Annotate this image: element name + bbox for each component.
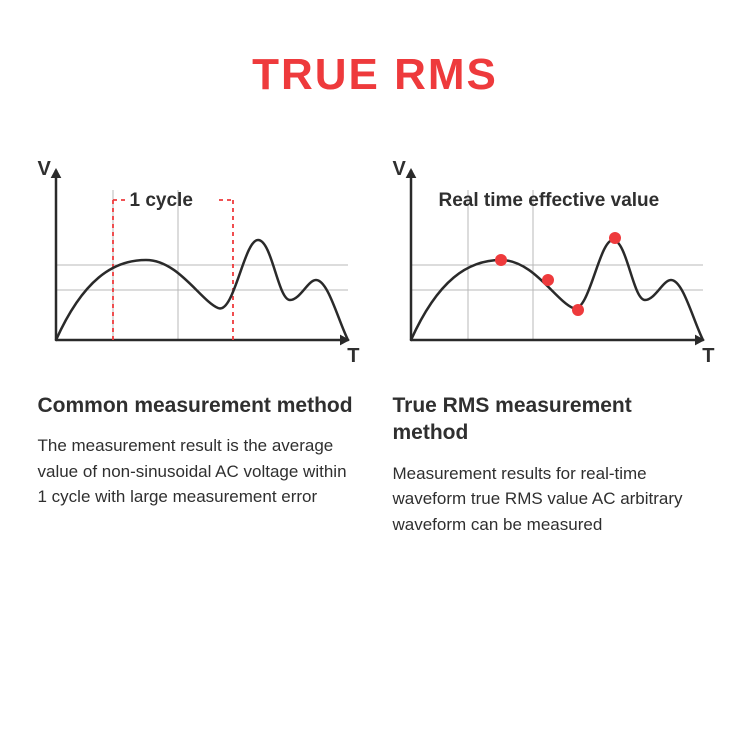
axis-label-x-right: T xyxy=(702,345,714,368)
panel-right: V T Real time effective value True RMS m… xyxy=(393,160,713,537)
realtime-label: Real time effective value xyxy=(439,190,660,212)
panel-left-title: Common measurement method xyxy=(38,392,358,419)
panels-row: V T 1 cycle Common measurement method Th… xyxy=(40,160,710,537)
cycle-label: 1 cycle xyxy=(130,190,193,212)
panel-right-body: Measurement results for real-time wavefo… xyxy=(393,461,713,538)
panel-left-body: The measurement result is the average va… xyxy=(38,433,358,510)
axis-label-y-left: V xyxy=(38,158,51,181)
panel-left: V T 1 cycle Common measurement method Th… xyxy=(38,160,358,537)
axis-label-y-right: V xyxy=(393,158,406,181)
main-title: TRUE RMS xyxy=(40,50,710,100)
axis-label-x-left: T xyxy=(347,345,359,368)
chart-right: V T Real time effective value xyxy=(393,160,713,370)
panel-right-title: True RMS measurement method xyxy=(393,392,713,447)
chart-left: V T 1 cycle xyxy=(38,160,358,370)
